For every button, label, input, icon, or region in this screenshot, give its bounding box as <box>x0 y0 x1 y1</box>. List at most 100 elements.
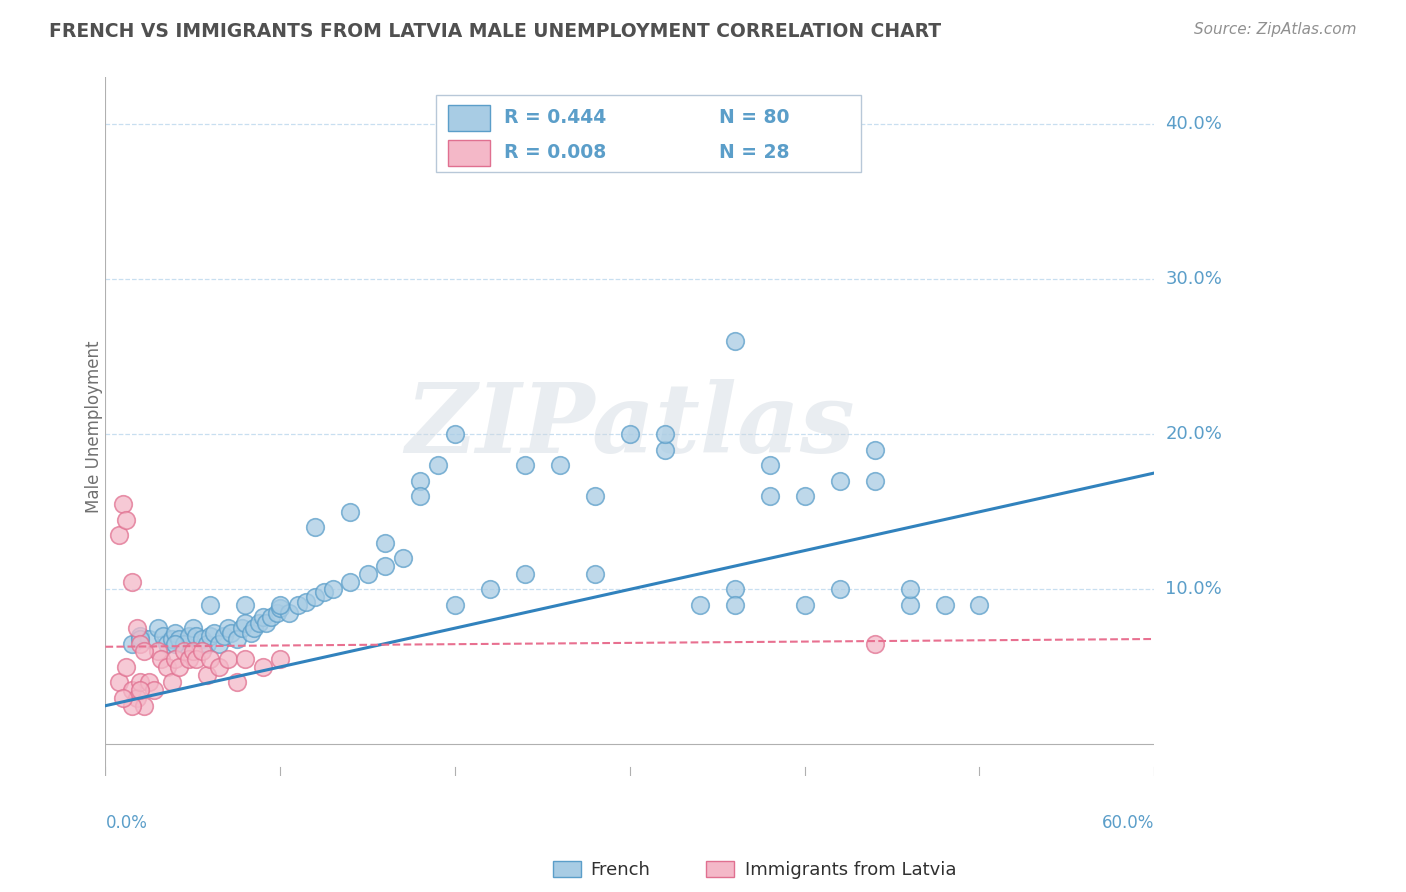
Point <box>129 683 152 698</box>
Point <box>654 442 676 457</box>
Point <box>339 574 361 589</box>
Point <box>225 675 247 690</box>
Point <box>724 598 747 612</box>
Point <box>160 675 183 690</box>
Point <box>121 683 143 698</box>
Point <box>254 616 277 631</box>
Point <box>129 675 152 690</box>
Point <box>898 582 921 597</box>
Text: 60.0%: 60.0% <box>1102 814 1154 832</box>
Point <box>724 334 747 348</box>
Point <box>181 621 204 635</box>
Text: R = 0.444: R = 0.444 <box>503 109 606 128</box>
Point <box>339 505 361 519</box>
Point <box>150 652 173 666</box>
Point <box>863 474 886 488</box>
Point <box>115 660 138 674</box>
Point <box>165 637 187 651</box>
Point <box>155 660 177 674</box>
Point <box>934 598 956 612</box>
Point <box>143 683 166 698</box>
Point <box>214 629 236 643</box>
Point <box>186 652 208 666</box>
Point <box>208 637 231 651</box>
Point <box>898 598 921 612</box>
Point <box>793 489 815 503</box>
Point <box>181 644 204 658</box>
Point <box>200 629 222 643</box>
Point <box>125 621 148 635</box>
FancyBboxPatch shape <box>449 104 491 131</box>
Point <box>287 598 309 612</box>
Point <box>247 616 270 631</box>
Point <box>186 629 208 643</box>
Point <box>758 458 780 473</box>
Point <box>146 621 169 635</box>
Point <box>863 637 886 651</box>
Point <box>863 442 886 457</box>
Point <box>111 497 134 511</box>
Text: ZIPatlas: ZIPatlas <box>405 379 855 474</box>
Point <box>167 660 190 674</box>
Point <box>304 520 326 534</box>
Point <box>165 625 187 640</box>
Point <box>219 625 242 640</box>
Text: 0.0%: 0.0% <box>105 814 148 832</box>
Text: 40.0%: 40.0% <box>1166 115 1222 133</box>
Point <box>233 616 256 631</box>
Point <box>152 629 174 643</box>
Point <box>260 610 283 624</box>
Point <box>374 559 396 574</box>
Point <box>179 629 201 643</box>
Point <box>295 595 318 609</box>
Point <box>304 590 326 604</box>
Point <box>195 637 218 651</box>
Point <box>167 632 190 646</box>
Point <box>828 582 851 597</box>
Point <box>444 427 467 442</box>
Point <box>724 582 747 597</box>
Point <box>190 644 212 658</box>
Point <box>391 551 413 566</box>
Point <box>121 637 143 651</box>
Point <box>132 698 155 713</box>
Point <box>190 632 212 646</box>
Point <box>969 598 991 612</box>
Point <box>155 637 177 651</box>
Point <box>269 652 291 666</box>
Point <box>322 582 344 597</box>
Text: N = 80: N = 80 <box>718 109 790 128</box>
Text: FRENCH VS IMMIGRANTS FROM LATVIA MALE UNEMPLOYMENT CORRELATION CHART: FRENCH VS IMMIGRANTS FROM LATVIA MALE UN… <box>49 22 942 41</box>
Point <box>426 458 449 473</box>
Point <box>444 598 467 612</box>
Point <box>583 566 606 581</box>
Point <box>252 610 274 624</box>
Point <box>115 512 138 526</box>
Point <box>269 601 291 615</box>
Point <box>173 637 195 651</box>
Point <box>689 598 711 612</box>
Point <box>125 690 148 705</box>
Point <box>513 566 536 581</box>
Text: Source: ZipAtlas.com: Source: ZipAtlas.com <box>1194 22 1357 37</box>
Point <box>233 652 256 666</box>
Point <box>619 427 641 442</box>
FancyBboxPatch shape <box>449 139 491 166</box>
Point <box>233 598 256 612</box>
Y-axis label: Male Unemployment: Male Unemployment <box>86 340 103 513</box>
Point <box>165 652 187 666</box>
Point <box>217 621 239 635</box>
Point <box>195 667 218 681</box>
Point <box>200 598 222 612</box>
Point <box>793 598 815 612</box>
Point <box>278 606 301 620</box>
FancyBboxPatch shape <box>706 861 734 877</box>
FancyBboxPatch shape <box>553 861 581 877</box>
Point <box>160 632 183 646</box>
Point <box>129 637 152 651</box>
Point <box>179 652 201 666</box>
Point <box>200 652 222 666</box>
Point <box>758 489 780 503</box>
Text: 10.0%: 10.0% <box>1166 581 1222 599</box>
Point <box>312 585 335 599</box>
